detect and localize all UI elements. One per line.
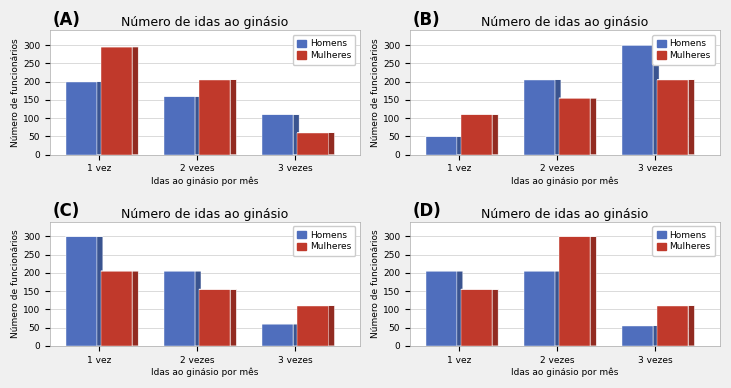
Polygon shape: [461, 114, 492, 155]
Polygon shape: [195, 96, 201, 155]
Polygon shape: [164, 96, 195, 155]
Polygon shape: [654, 326, 659, 346]
Polygon shape: [559, 98, 591, 155]
Polygon shape: [199, 80, 230, 155]
Polygon shape: [230, 289, 236, 346]
Polygon shape: [555, 271, 561, 346]
Polygon shape: [262, 324, 293, 346]
Polygon shape: [591, 98, 596, 155]
Polygon shape: [425, 137, 457, 155]
Text: (D): (D): [413, 203, 442, 220]
Polygon shape: [492, 114, 498, 155]
Polygon shape: [97, 81, 103, 155]
Polygon shape: [328, 306, 334, 346]
Polygon shape: [523, 80, 555, 155]
Polygon shape: [457, 137, 463, 155]
Polygon shape: [523, 271, 555, 346]
Polygon shape: [622, 326, 654, 346]
Polygon shape: [195, 271, 201, 346]
Polygon shape: [262, 114, 293, 155]
Polygon shape: [132, 271, 138, 346]
Polygon shape: [132, 47, 138, 155]
Polygon shape: [230, 80, 236, 155]
Text: (A): (A): [53, 11, 81, 29]
Polygon shape: [199, 289, 230, 346]
Polygon shape: [591, 236, 596, 346]
Polygon shape: [101, 271, 132, 346]
Polygon shape: [101, 47, 132, 155]
Polygon shape: [657, 80, 689, 155]
Polygon shape: [492, 289, 498, 346]
Polygon shape: [293, 114, 299, 155]
Polygon shape: [66, 236, 97, 346]
Polygon shape: [66, 81, 97, 155]
Polygon shape: [689, 80, 694, 155]
Legend: Homens, Mulheres: Homens, Mulheres: [292, 226, 355, 256]
Polygon shape: [328, 133, 334, 155]
Polygon shape: [297, 133, 328, 155]
Title: Número de idas ao ginásio: Número de idas ao ginásio: [121, 16, 289, 29]
Polygon shape: [559, 236, 591, 346]
Y-axis label: Número de funcionários: Número de funcionários: [11, 38, 20, 147]
Title: Número de idas ao ginásio: Número de idas ao ginásio: [121, 208, 289, 220]
Polygon shape: [622, 45, 654, 155]
X-axis label: Idas ao ginásio por mês: Idas ao ginásio por mês: [511, 176, 618, 186]
Text: (B): (B): [413, 11, 441, 29]
Y-axis label: Número de funcionários: Número de funcionários: [371, 229, 380, 338]
Legend: Homens, Mulheres: Homens, Mulheres: [653, 226, 716, 256]
Polygon shape: [689, 306, 694, 346]
X-axis label: Idas ao ginásio por mês: Idas ao ginásio por mês: [511, 367, 618, 377]
Y-axis label: Número de funcionários: Número de funcionários: [371, 38, 380, 147]
Y-axis label: Número de funcionários: Número de funcionários: [11, 229, 20, 338]
Polygon shape: [97, 236, 103, 346]
Polygon shape: [164, 271, 195, 346]
Legend: Homens, Mulheres: Homens, Mulheres: [292, 35, 355, 65]
Legend: Homens, Mulheres: Homens, Mulheres: [653, 35, 716, 65]
Title: Número de idas ao ginásio: Número de idas ao ginásio: [481, 16, 648, 29]
Polygon shape: [457, 271, 463, 346]
Text: (C): (C): [53, 203, 80, 220]
X-axis label: Idas ao ginásio por mês: Idas ao ginásio por mês: [151, 367, 259, 377]
Polygon shape: [654, 45, 659, 155]
Polygon shape: [461, 289, 492, 346]
Polygon shape: [293, 324, 299, 346]
X-axis label: Idas ao ginásio por mês: Idas ao ginásio por mês: [151, 176, 259, 186]
Polygon shape: [297, 306, 328, 346]
Polygon shape: [657, 306, 689, 346]
Title: Número de idas ao ginásio: Número de idas ao ginásio: [481, 208, 648, 220]
Polygon shape: [555, 80, 561, 155]
Polygon shape: [425, 271, 457, 346]
